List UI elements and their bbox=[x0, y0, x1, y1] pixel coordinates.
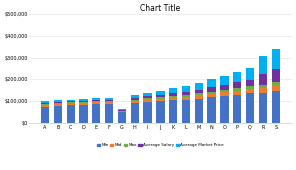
Bar bbox=[195, 95, 203, 99]
Bar bbox=[67, 103, 75, 104]
Bar bbox=[182, 97, 190, 100]
Bar bbox=[54, 100, 62, 102]
Bar bbox=[195, 99, 203, 123]
Bar bbox=[143, 93, 152, 96]
Bar bbox=[41, 103, 49, 104]
Bar bbox=[54, 104, 62, 106]
Bar bbox=[156, 95, 165, 97]
Bar bbox=[182, 91, 190, 95]
Bar bbox=[79, 105, 88, 123]
Bar bbox=[105, 98, 113, 100]
Bar bbox=[246, 86, 254, 89]
Bar bbox=[271, 91, 280, 123]
Bar bbox=[131, 98, 139, 100]
Bar bbox=[118, 110, 126, 111]
Bar bbox=[220, 96, 229, 123]
Bar bbox=[233, 88, 242, 91]
Bar bbox=[195, 90, 203, 94]
Bar bbox=[118, 112, 126, 123]
Bar bbox=[271, 82, 280, 85]
Bar bbox=[271, 49, 280, 69]
Bar bbox=[246, 89, 254, 94]
Bar bbox=[92, 104, 100, 123]
Bar bbox=[207, 87, 216, 92]
Bar bbox=[233, 91, 242, 95]
Bar bbox=[131, 103, 139, 123]
Bar bbox=[259, 88, 267, 93]
Bar bbox=[105, 100, 113, 101]
Bar bbox=[79, 101, 88, 102]
Bar bbox=[118, 110, 126, 111]
Bar bbox=[207, 94, 216, 97]
Bar bbox=[182, 86, 190, 91]
Bar bbox=[233, 72, 242, 82]
Bar bbox=[92, 103, 100, 104]
Bar bbox=[118, 109, 126, 110]
Bar bbox=[143, 100, 152, 102]
Bar bbox=[220, 76, 229, 84]
Bar bbox=[143, 102, 152, 123]
Bar bbox=[207, 97, 216, 123]
Bar bbox=[259, 56, 267, 74]
Bar bbox=[169, 98, 177, 100]
Bar bbox=[105, 102, 113, 104]
Bar bbox=[259, 93, 267, 123]
Bar bbox=[92, 98, 100, 100]
Bar bbox=[207, 92, 216, 94]
Bar bbox=[92, 100, 100, 101]
Bar bbox=[156, 91, 165, 95]
Bar bbox=[41, 107, 49, 123]
Bar bbox=[259, 85, 267, 88]
Bar bbox=[67, 105, 75, 123]
Legend: Min, Mid, Max, Average Salary, Average Market Price: Min, Mid, Max, Average Salary, Average M… bbox=[95, 142, 226, 149]
Bar bbox=[54, 106, 62, 123]
Bar bbox=[233, 95, 242, 123]
Bar bbox=[131, 101, 139, 103]
Bar bbox=[41, 101, 49, 103]
Bar bbox=[131, 100, 139, 101]
Bar bbox=[41, 105, 49, 107]
Bar bbox=[92, 101, 100, 103]
Bar bbox=[54, 102, 62, 103]
Bar bbox=[220, 92, 229, 96]
Bar bbox=[259, 74, 267, 85]
Bar bbox=[79, 103, 88, 105]
Bar bbox=[233, 82, 242, 88]
Bar bbox=[182, 100, 190, 123]
Bar bbox=[143, 98, 152, 100]
Bar bbox=[207, 80, 216, 87]
Title: Chart Title: Chart Title bbox=[140, 4, 181, 13]
Bar bbox=[246, 80, 254, 86]
Bar bbox=[143, 96, 152, 98]
Bar bbox=[195, 83, 203, 90]
Bar bbox=[246, 94, 254, 123]
Bar bbox=[271, 85, 280, 91]
Bar bbox=[156, 101, 165, 123]
Bar bbox=[156, 97, 165, 99]
Bar bbox=[54, 103, 62, 104]
Bar bbox=[220, 84, 229, 90]
Bar bbox=[79, 99, 88, 101]
Bar bbox=[182, 95, 190, 97]
Bar bbox=[246, 68, 254, 80]
Bar bbox=[156, 99, 165, 101]
Bar bbox=[131, 95, 139, 98]
Bar bbox=[67, 104, 75, 105]
Bar bbox=[169, 100, 177, 123]
Bar bbox=[41, 104, 49, 105]
Bar bbox=[79, 102, 88, 103]
Bar bbox=[67, 101, 75, 103]
Bar bbox=[105, 101, 113, 102]
Bar bbox=[67, 100, 75, 101]
Bar bbox=[118, 111, 126, 112]
Bar bbox=[271, 69, 280, 82]
Bar bbox=[169, 93, 177, 96]
Bar bbox=[169, 88, 177, 93]
Bar bbox=[105, 104, 113, 123]
Bar bbox=[220, 90, 229, 92]
Bar bbox=[169, 96, 177, 98]
Bar bbox=[195, 94, 203, 95]
